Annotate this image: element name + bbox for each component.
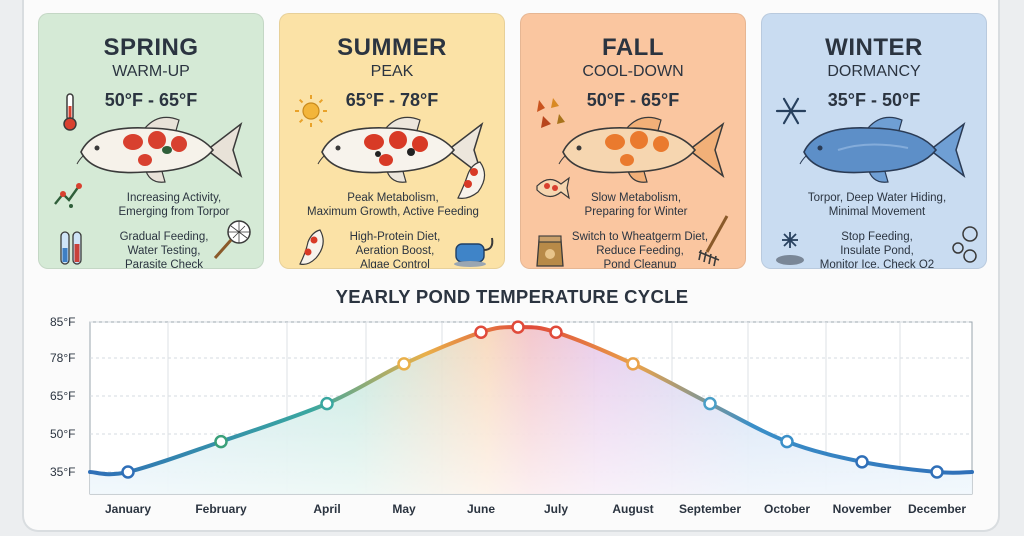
koi-fish-illustration (317, 116, 484, 183)
snow-rocks-icon (776, 232, 804, 265)
care-line: Parasite Check (125, 259, 203, 269)
aerator-pump-icon (454, 237, 494, 267)
season-title: FALL (602, 34, 664, 61)
status-line: Slow Metabolism, (590, 192, 682, 204)
rake-icon (698, 215, 729, 267)
oxygen-bubbles-icon (952, 226, 978, 263)
koi-fish-illustration (799, 116, 966, 183)
feed-bag-icon (536, 235, 564, 267)
season-phase: DORMANCY (827, 63, 921, 80)
thermometer-icon (63, 93, 77, 131)
care-line: Algae Control (360, 259, 430, 269)
season-temp-range: 65°F - 78°F (345, 90, 439, 110)
autumn-leaves-icon (537, 98, 565, 128)
x-tick-label: February (195, 502, 247, 516)
care-text: Stop Feeding, Insulate Pond, Monitor Ice, … (802, 230, 952, 269)
care-line: Reduce Feeding, (596, 245, 684, 257)
data-point (930, 465, 944, 479)
net-icon (213, 220, 251, 259)
care-text: Gradual Feeding, Water Testing, Parasite C… (89, 230, 239, 269)
care-line: High-Protein Diet, (349, 231, 441, 243)
care-line: Monitor Ice, Check O2 (819, 259, 935, 269)
data-point (214, 434, 228, 449)
y-tick-label: 65°F (50, 389, 75, 403)
x-tick-label: April (313, 502, 340, 516)
data-point (121, 465, 135, 479)
season-phase: WARM-UP (112, 63, 190, 80)
care-line: Water Testing, (127, 245, 201, 257)
season-card-fall: FALL COOL-DOWN 50°F - 65°F Slow Metaboli… (520, 13, 746, 269)
data-point (703, 396, 717, 411)
small-koi-icon (536, 176, 570, 200)
x-tick-label: January (105, 502, 151, 516)
season-card-spring: SPRING WARM-UP 50°F - 65°F Increasing Ac… (38, 13, 264, 269)
y-tick-label: 78°F (50, 351, 75, 365)
x-tick-label: August (612, 502, 653, 516)
data-point (780, 434, 794, 449)
care-line: Stop Feeding, (841, 231, 913, 243)
data-point (320, 396, 334, 411)
care-line: Switch to Wheatgerm Diet, (571, 231, 709, 243)
status-line: Preparing for Winter (584, 206, 688, 218)
small-koi-icon (299, 229, 324, 265)
season-phase: COOL-DOWN (582, 63, 684, 80)
status-line: Peak Metabolism, (347, 192, 439, 204)
data-point (549, 325, 563, 340)
small-koi-icon (457, 161, 486, 199)
care-line: Gradual Feeding, (119, 231, 209, 243)
data-point (474, 325, 488, 340)
season-phase: PEAK (370, 63, 414, 80)
season-card-winter: WINTER DORMANCY 35°F - 50°F Torpor, Deep… (761, 13, 987, 269)
y-tick-label: 85°F (50, 315, 75, 329)
behavior-text: Torpor, Deep Water Hiding, Minimal Moveme… (782, 191, 972, 219)
season-title: SPRING (103, 34, 199, 61)
behavior-text: Slow Metabolism, Preparing for Winter (561, 191, 711, 219)
x-tick-label: September (679, 502, 741, 516)
koi-fish-illustration (76, 116, 243, 183)
snowflake-icon (775, 97, 807, 125)
status-line: Emerging from Torpor (118, 206, 230, 218)
x-tick-label: October (764, 502, 810, 516)
y-tick-label: 35°F (50, 465, 75, 479)
care-line: Aeration Boost, (355, 245, 435, 257)
care-text: High-Protein Diet, Aeration Boost, Algae C… (320, 230, 470, 269)
test-tubes-icon (60, 231, 82, 265)
sun-icon (295, 95, 327, 127)
season-temp-range: 50°F - 65°F (586, 90, 680, 110)
season-title: SUMMER (337, 34, 447, 61)
y-tick-label: 50°F (50, 427, 75, 441)
status-line: Minimal Movement (828, 206, 926, 218)
data-point (397, 357, 411, 371)
temperature-line (88, 325, 974, 477)
koi-fish-illustration (558, 116, 725, 183)
status-line: Torpor, Deep Water Hiding, (807, 192, 947, 204)
data-point (511, 320, 525, 334)
x-tick-label: November (833, 502, 892, 516)
x-tick-label: June (467, 502, 495, 516)
season-card-summer: SUMMER PEAK 65°F - 78°F Peak Metabolism,… (279, 13, 505, 269)
care-line: Pond Cleanup (603, 259, 677, 269)
data-point (855, 455, 869, 469)
x-tick-label: December (908, 502, 966, 516)
x-tick-label: July (544, 502, 568, 516)
behavior-text: Peak Metabolism, Maximum Growth, Active F… (288, 191, 498, 219)
activity-sparkle-icon (54, 183, 82, 208)
temperature-area-fade (90, 327, 972, 494)
care-line: Insulate Pond, (840, 245, 914, 257)
x-tick-label: May (392, 502, 416, 516)
chart-title: YEARLY POND TEMPERATURE CYCLE (335, 286, 689, 307)
status-line: Maximum Growth, Active Feeding (307, 206, 479, 218)
care-text: Switch to Wheatgerm Diet, Reduce Feeding,… (565, 230, 715, 269)
behavior-text: Increasing Activity, Emerging from Torpor (89, 191, 259, 219)
status-line: Increasing Activity, (126, 192, 222, 204)
season-temp-range: 50°F - 65°F (104, 90, 198, 110)
data-point (626, 357, 640, 371)
season-temp-range: 35°F - 50°F (827, 90, 921, 110)
season-title: WINTER (825, 34, 923, 61)
